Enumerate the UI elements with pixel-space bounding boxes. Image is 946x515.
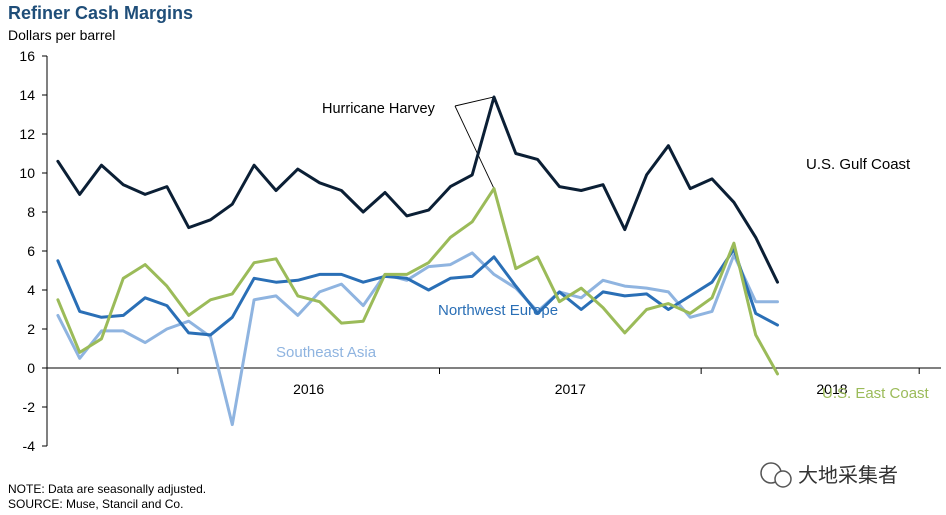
annotation-pointer-line bbox=[454, 105, 495, 189]
y-axis-label: Dollars per barrel bbox=[8, 27, 115, 43]
axes bbox=[46, 56, 941, 446]
y-tick-label: 6 bbox=[27, 243, 35, 259]
y-axis-ticks: 16 14 12 10 8 6 4 2 0 -2 -4 bbox=[19, 48, 47, 454]
x-year-label: 2017 bbox=[555, 381, 586, 397]
label-east-coast: U.S. East Coast bbox=[822, 385, 930, 402]
watermark-text: 大地采集者 bbox=[798, 463, 898, 487]
annotation-hurricane-harvey: Hurricane Harvey bbox=[322, 101, 436, 117]
series-line-northwest-europe bbox=[56, 247, 779, 337]
x-year-label: 2016 bbox=[293, 381, 324, 397]
y-tick-label: 4 bbox=[27, 282, 35, 298]
y-tick-label: 16 bbox=[19, 48, 35, 64]
x-year-label: 2018 bbox=[816, 381, 847, 397]
y-tick-label: -2 bbox=[23, 399, 36, 415]
x-axis-year-labels: 2016 2017 2018 bbox=[293, 381, 848, 397]
series-lines bbox=[56, 95, 779, 427]
label-northwest-europe: Northwest Europe bbox=[438, 302, 558, 319]
y-tick-label: 10 bbox=[19, 165, 35, 181]
chart-title: Refiner Cash Margins bbox=[8, 3, 193, 23]
series-line-southeast-asia bbox=[56, 251, 779, 427]
watermark: 大地采集者 bbox=[760, 462, 898, 488]
y-tick-label: 12 bbox=[19, 126, 35, 142]
y-tick-label: 2 bbox=[27, 321, 35, 337]
annotation-pointer-line bbox=[454, 96, 495, 107]
y-tick-label: 14 bbox=[19, 87, 35, 103]
y-tick-label: 0 bbox=[27, 360, 35, 376]
series-line-u-s-east-coast bbox=[56, 187, 779, 376]
note-text: NOTE: Data are seasonally adjusted. bbox=[8, 482, 206, 496]
label-gulf-coast: U.S. Gulf Coast bbox=[806, 156, 911, 173]
annotation-lines bbox=[454, 96, 495, 189]
y-tick-label: 8 bbox=[27, 204, 35, 220]
source-text: SOURCE: Muse, Stancil and Co. bbox=[8, 497, 183, 511]
label-southeast-asia: Southeast Asia bbox=[276, 344, 377, 361]
wechat-logo-icon-small bbox=[774, 470, 792, 488]
y-tick-label: -4 bbox=[23, 438, 36, 454]
series-line-u-s-gulf-coast bbox=[56, 95, 779, 284]
